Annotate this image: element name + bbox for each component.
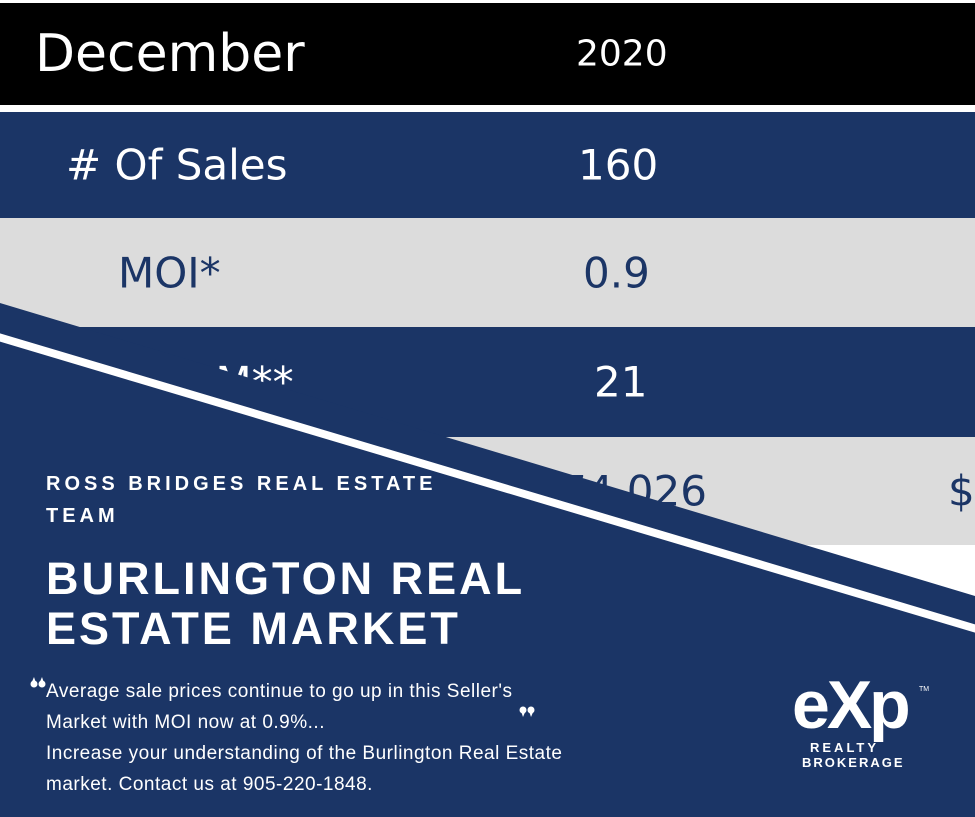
logo-line: REALTY <box>810 740 880 755</box>
quote-close <box>519 706 535 717</box>
row-value: 0.9 <box>583 248 650 297</box>
row-label: # Of Sales <box>66 140 288 190</box>
logo-tm: TM <box>919 686 930 693</box>
team-name: ROSS BRIDGES REAL ESTATE TEAM <box>46 473 437 527</box>
row-next: $ <box>948 466 975 516</box>
quote: Average sale prices continue to go up in… <box>46 676 586 800</box>
quote-line: Increase your understanding of the Burli… <box>46 743 563 795</box>
overlay-shape <box>0 303 975 817</box>
divider-stripe <box>0 333 975 633</box>
logo-mark: eXp <box>792 667 911 743</box>
row-value: 160 <box>578 140 659 190</box>
headline: BURLINGTON REAL ESTATE MARKET <box>46 553 525 654</box>
quote-line: Average sale prices continue to go up in… <box>46 681 513 733</box>
header-row: December 2020 <box>0 3 975 105</box>
table-row: # Of Sales 160 <box>0 112 975 218</box>
quote-open <box>30 677 46 688</box>
logo: eXp TM REALTY BROKERAGE <box>792 670 942 770</box>
month: December <box>35 24 305 84</box>
table-row: MOI* 0.9 <box>0 218 975 327</box>
logo-line: BROKERAGE <box>802 755 905 770</box>
year: 2020 <box>576 33 668 75</box>
row-label: MOI* <box>118 248 221 297</box>
row-value: 21 <box>594 357 648 407</box>
